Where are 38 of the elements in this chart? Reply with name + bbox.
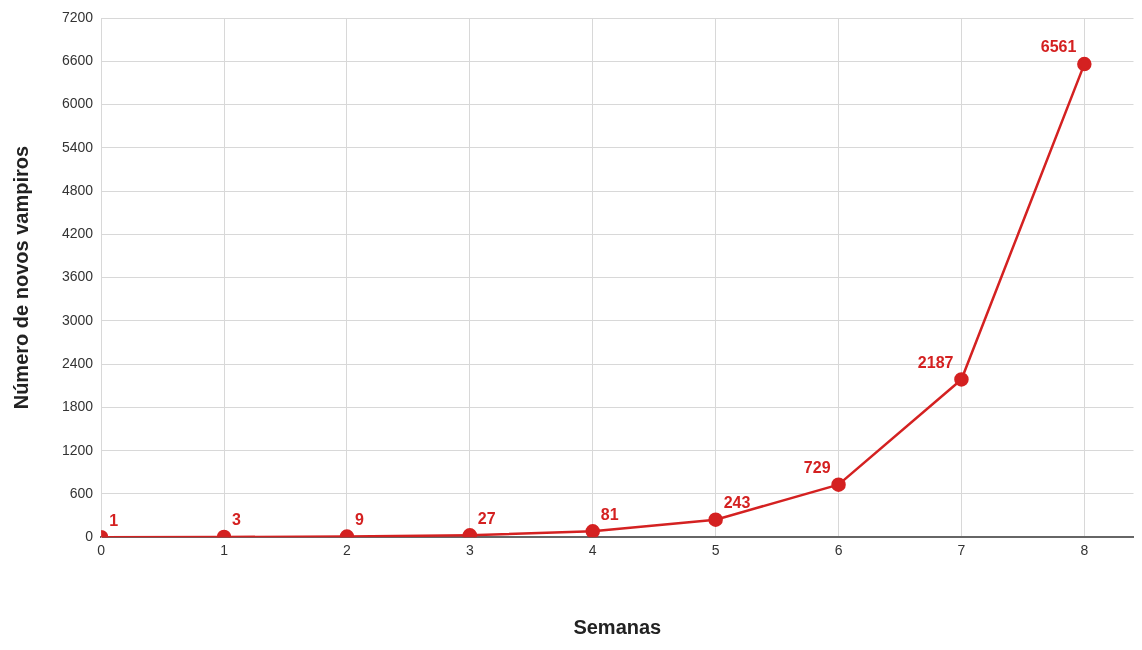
y-tick-label: 4800 bbox=[61, 181, 94, 198]
y-tick-label: 1200 bbox=[61, 441, 94, 458]
x-tick-label: 1 bbox=[220, 542, 229, 559]
y-tick-label: 600 bbox=[69, 484, 94, 501]
y-tick-label: 7200 bbox=[61, 8, 94, 25]
x-tick-label: 2 bbox=[343, 542, 352, 559]
y-tick-label: 3000 bbox=[61, 311, 94, 328]
data-label: 729 bbox=[803, 459, 831, 477]
x-tick-label: 3 bbox=[465, 542, 474, 559]
x-tick-label: 6 bbox=[834, 542, 843, 559]
point bbox=[1077, 56, 1092, 72]
y-tick-label: 2400 bbox=[61, 354, 94, 371]
data-label: 243 bbox=[723, 494, 751, 512]
point bbox=[831, 477, 846, 492]
data-label: 6561 bbox=[1040, 38, 1077, 56]
x-tick-label: 0 bbox=[97, 542, 106, 559]
data-label: 9 bbox=[354, 510, 364, 528]
y-tick-label: 4200 bbox=[61, 225, 94, 242]
y-tick-label: 6000 bbox=[61, 95, 94, 112]
point bbox=[708, 512, 723, 527]
x-tick-label: 7 bbox=[957, 542, 966, 559]
data-label: 3 bbox=[232, 511, 242, 529]
y-tick-label: 5400 bbox=[61, 138, 94, 155]
y-tick-label: 3600 bbox=[61, 268, 94, 285]
x-tick-label: 8 bbox=[1080, 542, 1089, 559]
x-axis-title: Semanas bbox=[573, 615, 662, 638]
point bbox=[585, 524, 600, 538]
data-label: 2187 bbox=[917, 353, 954, 371]
y-tick-label: 1800 bbox=[61, 398, 94, 415]
data-label: 81 bbox=[600, 505, 619, 523]
y-tick-label: 6600 bbox=[61, 52, 94, 69]
data-label: 27 bbox=[477, 509, 496, 527]
y-axis-title: Número de novos vampiros bbox=[9, 145, 32, 410]
x-tick-label: 5 bbox=[711, 542, 720, 559]
x-tick-label: 4 bbox=[588, 542, 597, 559]
point bbox=[954, 372, 969, 387]
y-tick-label: 0 bbox=[85, 528, 94, 545]
data-label: 1 bbox=[109, 511, 119, 529]
